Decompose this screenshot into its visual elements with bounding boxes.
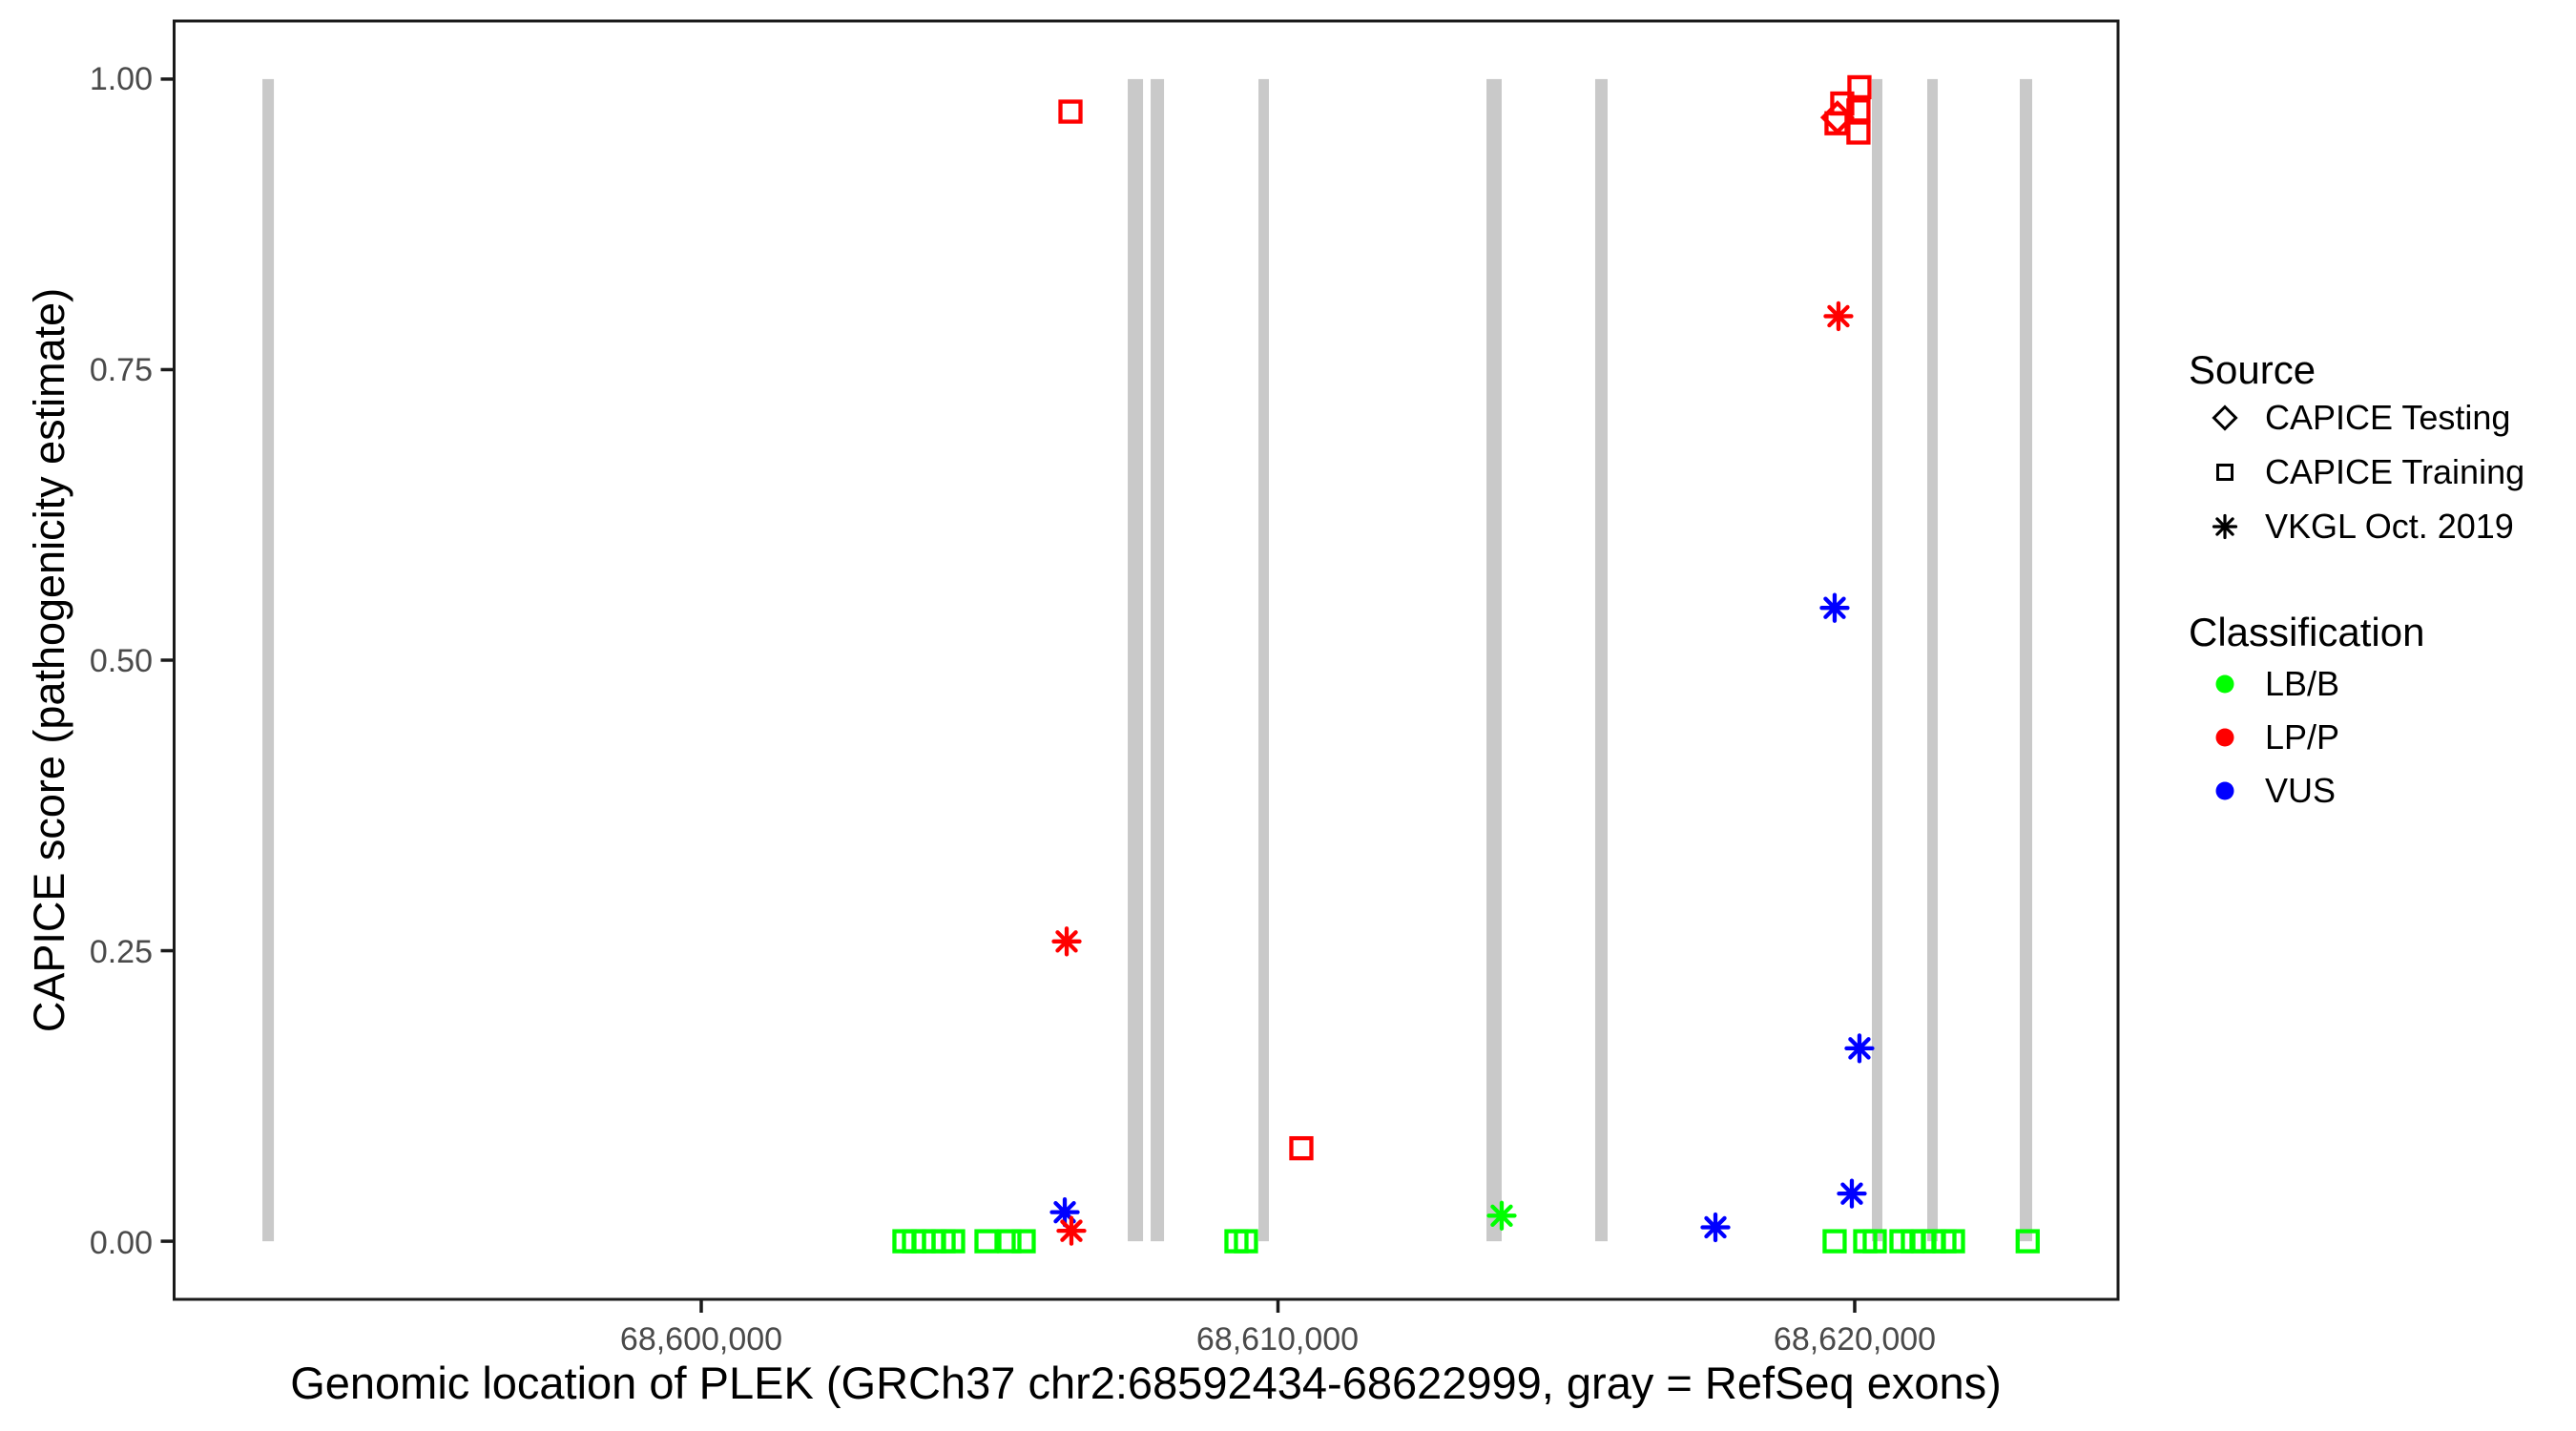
asterisk-marker — [1827, 304, 1850, 328]
legend-item-label: LB/B — [2265, 664, 2340, 703]
legend-item-label: VUS — [2265, 771, 2337, 810]
legend-item-label: VKGL Oct. 2019 — [2265, 507, 2514, 546]
green-dot-icon — [2189, 663, 2261, 705]
y-tick-label-0.75: 0.75 — [89, 352, 153, 388]
square-marker — [1862, 1229, 1887, 1254]
legend-item-vus: VUS — [2189, 764, 2336, 818]
asterisk-marker — [1704, 1215, 1727, 1239]
legend-classification-title: Classification — [2189, 610, 2425, 654]
exon-bar — [1927, 78, 1939, 1242]
square-marker — [2015, 1229, 2040, 1254]
square-marker — [1234, 1229, 1258, 1254]
square-marker — [1847, 74, 1872, 100]
legend-item-label: CAPICE Training — [2265, 452, 2525, 491]
asterisk-marker — [1848, 1037, 1871, 1060]
diamond-icon — [2189, 397, 2261, 439]
legend-item-capice-training: CAPICE Training — [2189, 446, 2524, 499]
exon-bar — [1151, 78, 1165, 1242]
exon-bar — [1128, 78, 1144, 1242]
legend-item-label: LP/P — [2265, 717, 2340, 757]
x-axis-title: Genomic location of PLEK (GRCh37 chr2:68… — [290, 1358, 2002, 1408]
y-tick-label-0.25: 0.25 — [89, 934, 153, 970]
square-marker — [941, 1229, 966, 1254]
legend-item-label: CAPICE Testing — [2265, 398, 2511, 437]
square-marker — [1830, 91, 1855, 116]
square-marker — [974, 1229, 999, 1254]
y-axis-title: CAPICE score (pathogenicity estimate) — [25, 287, 73, 1033]
square-marker — [997, 1229, 1022, 1254]
square-marker — [1011, 1229, 1036, 1254]
exon-bar — [2019, 78, 2032, 1242]
square-marker — [1941, 1229, 1965, 1254]
exon-bar — [1486, 78, 1502, 1242]
exon-bar — [262, 78, 275, 1242]
asterisk-marker — [1055, 930, 1078, 953]
y-tick-label-0.00: 0.00 — [89, 1225, 153, 1261]
legend-source-title: Source — [2189, 347, 2316, 392]
asterisk-marker — [1053, 1200, 1076, 1224]
exon-bar — [1594, 78, 1608, 1242]
y-tick-label-1.00: 1.00 — [89, 61, 153, 97]
y-tick-label-0.50: 0.50 — [89, 643, 153, 679]
x-tick-label-68620000: 68,620,000 — [1773, 1321, 1937, 1358]
square-marker — [1058, 99, 1083, 124]
asterisk-marker — [1060, 1219, 1083, 1242]
red-dot-icon — [2189, 716, 2261, 758]
square-marker — [1289, 1135, 1314, 1161]
blue-dot-icon — [2189, 770, 2261, 812]
square-icon — [2189, 451, 2261, 493]
exon-bar — [1872, 78, 1883, 1242]
square-marker — [1846, 120, 1871, 145]
legend-item-vkgl: VKGL Oct. 2019 — [2189, 500, 2514, 553]
legend-item-lpp: LP/P — [2189, 711, 2339, 764]
plot-panel — [174, 21, 2118, 1299]
diamond-marker — [1819, 100, 1855, 135]
legend-item-capice-testing: CAPICE Testing — [2189, 391, 2510, 445]
square-marker — [1822, 1229, 1847, 1254]
asterisk-marker — [1823, 596, 1846, 619]
asterisk-marker — [1490, 1204, 1513, 1227]
asterisk-marker — [1840, 1182, 1863, 1205]
x-tick-label-68610000: 68,610,000 — [1195, 1321, 1360, 1358]
legend-item-lbb: LB/B — [2189, 657, 2339, 711]
asterisk-icon — [2189, 506, 2261, 548]
exon-bar — [1258, 78, 1270, 1242]
x-tick-label-68600000: 68,600,000 — [619, 1321, 783, 1358]
